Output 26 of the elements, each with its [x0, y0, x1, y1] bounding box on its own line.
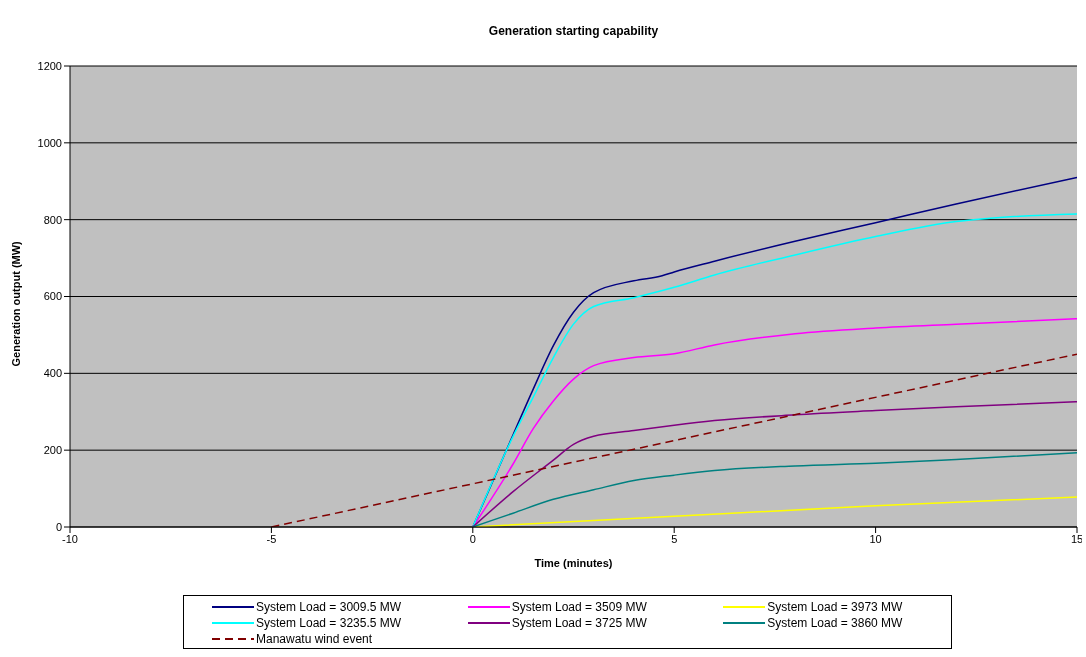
line-series	[472, 318, 1077, 527]
line-series	[472, 452, 1077, 527]
x-tick-label: 0	[469, 532, 476, 545]
chart-title: Generation starting capability	[487, 24, 660, 38]
x-tick-label: 5	[671, 532, 678, 545]
legend-label: System Load = 3973 MW	[767, 600, 903, 614]
y-tick-label: 1200	[37, 59, 62, 72]
line-series	[472, 401, 1077, 527]
y-tick-label: 800	[43, 213, 62, 226]
y-tick-label: 400	[43, 367, 62, 380]
legend-label: System Load = 3235.5 MW	[256, 616, 402, 630]
y-tick-label: 1000	[37, 136, 62, 149]
legend-label: System Load = 3509 MW	[511, 600, 647, 614]
x-tick-label: -10	[62, 532, 78, 545]
x-tick-label: 10	[869, 532, 882, 545]
legend-label: System Load = 3860 MW	[767, 616, 903, 630]
y-axis-title: Generation output (MW)	[9, 240, 22, 367]
y-tick-label: 200	[43, 444, 62, 457]
legend-label: System Load = 3009.5 MW	[256, 600, 402, 614]
x-tick-label: -5	[266, 532, 277, 545]
y-tick-label: 600	[43, 290, 62, 303]
x-tick-label: 15	[1070, 532, 1084, 545]
y-tick-label: 0	[55, 520, 62, 533]
x-axis-title: Time (minutes)	[534, 557, 613, 569]
legend-label: Manawatu wind event	[256, 632, 373, 646]
legend-label: System Load = 3725 MW	[511, 616, 647, 630]
